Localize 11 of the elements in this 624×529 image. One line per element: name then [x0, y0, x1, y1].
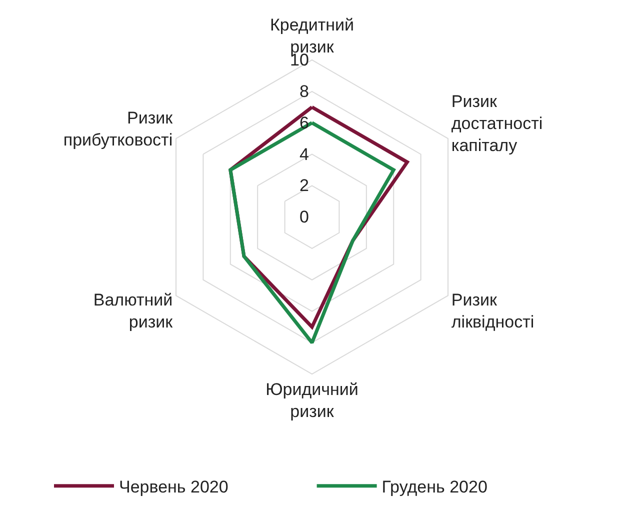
legend-label: Грудень 2020: [382, 478, 488, 497]
spoke-label: Валютний ризик: [93, 290, 174, 332]
y-tick-label: 0: [299, 208, 309, 227]
spoke-label: Ризик достатності капіталу: [451, 92, 543, 156]
y-tick-label: 2: [299, 176, 309, 196]
legend-label: Червень 2020: [119, 478, 228, 497]
spoke-label: Юридичний ризик: [266, 380, 358, 422]
y-tick-label: 4: [299, 144, 309, 164]
spoke-label: Ризик ліквідності: [451, 290, 534, 332]
y-tick-label: 8: [299, 82, 309, 101]
spoke-label: Ризик прибутковості: [63, 108, 174, 150]
